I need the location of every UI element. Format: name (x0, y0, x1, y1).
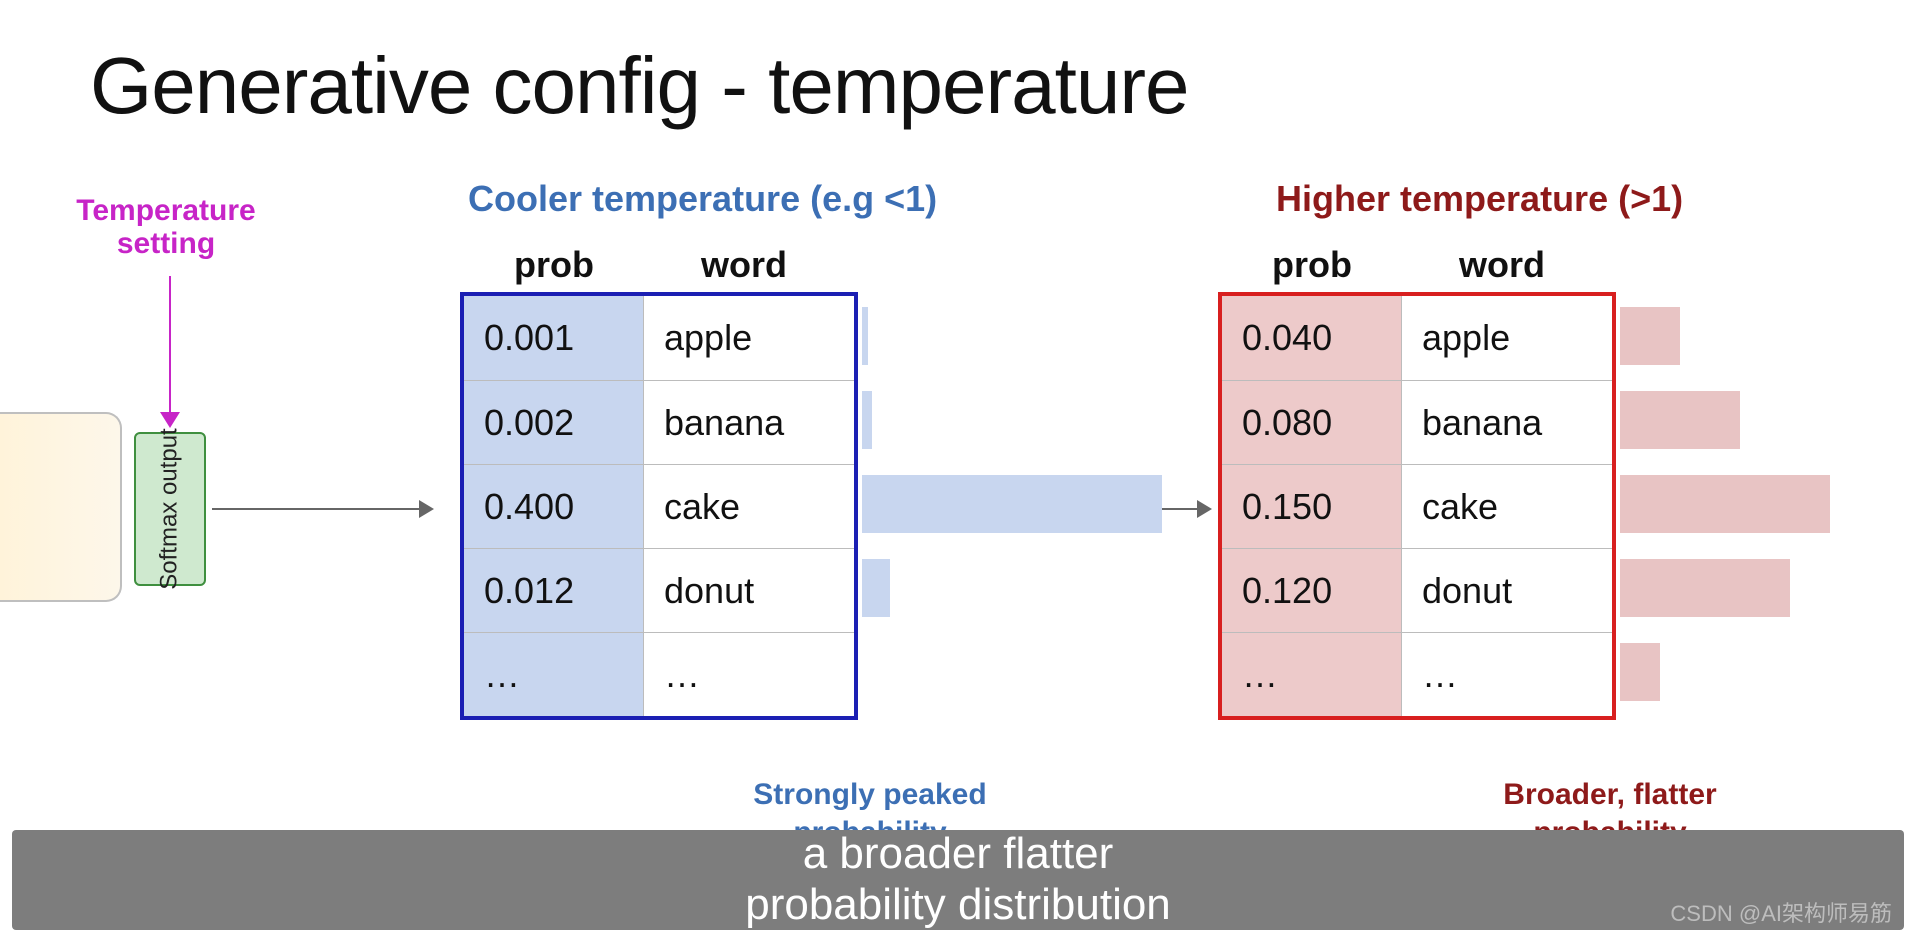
table-row: 0.080banana (1222, 380, 1612, 464)
word-cell: … (1402, 633, 1612, 716)
watermark: CSDN @AI架构师易筋 (1670, 896, 1892, 928)
prob-cell: … (464, 633, 644, 716)
temperature-setting-label: Temperature setting (56, 194, 276, 260)
softmax-output-box: Softmax output (134, 432, 206, 586)
cooler-caption-l1: Strongly peaked (680, 776, 1060, 814)
cooler-table: 0.001apple0.002banana0.400cake0.012donut… (460, 292, 858, 720)
prob-cell: 0.012 (464, 549, 644, 632)
word-cell: apple (1402, 296, 1612, 380)
prob-cell: 0.080 (1222, 381, 1402, 464)
higher-header-prob: prob (1222, 244, 1402, 286)
bar (862, 559, 890, 617)
table-row: 0.001apple (464, 296, 854, 380)
word-cell: banana (644, 381, 854, 464)
cooler-header-prob: prob (464, 244, 644, 286)
table-row: …… (1222, 632, 1612, 716)
bar-row (1620, 546, 1830, 630)
bar (862, 307, 868, 365)
bar (862, 391, 872, 449)
bar (1620, 391, 1740, 449)
cooler-title: Cooler temperature (e.g <1) (468, 178, 937, 220)
bar-row (862, 462, 1162, 546)
word-cell: cake (644, 465, 854, 548)
word-cell: apple (644, 296, 854, 380)
prob-cell: 0.400 (464, 465, 644, 548)
table-row: 0.002banana (464, 380, 854, 464)
prob-cell: 0.002 (464, 381, 644, 464)
bar-row (1620, 378, 1830, 462)
higher-caption-l1: Broader, flatter (1420, 776, 1800, 814)
temp-label-line2: setting (56, 227, 276, 260)
bar (1620, 643, 1660, 701)
arrow-to-higher (1158, 508, 1210, 510)
video-subtitle-text: a broader flatter probability distributi… (745, 829, 1171, 930)
bar-row (862, 546, 1162, 630)
cooler-bars (862, 294, 1162, 714)
bar-row (862, 630, 1162, 714)
word-cell: cake (1402, 465, 1612, 548)
prob-cell: 0.150 (1222, 465, 1402, 548)
temperature-arrow-down (169, 276, 171, 426)
subtitle-line1: a broader flatter (745, 829, 1171, 880)
subtitle-line2: probability distribution (745, 880, 1171, 931)
table-row: 0.040apple (1222, 296, 1612, 380)
cooler-header-word: word (644, 244, 844, 286)
softmax-label: Softmax output (156, 428, 184, 589)
bar-row (1620, 294, 1830, 378)
bar-row (862, 378, 1162, 462)
bar (862, 475, 1162, 533)
bar (1620, 307, 1680, 365)
word-cell: banana (1402, 381, 1612, 464)
higher-table: 0.040apple0.080banana0.150cake0.120donut… (1218, 292, 1616, 720)
model-output-block (0, 412, 122, 602)
higher-header-word: word (1402, 244, 1602, 286)
table-row: …… (464, 632, 854, 716)
arrow-to-cooler (212, 508, 432, 510)
prob-cell: 0.001 (464, 296, 644, 380)
table-row: 0.012donut (464, 548, 854, 632)
word-cell: donut (644, 549, 854, 632)
bar-row (1620, 462, 1830, 546)
prob-cell: … (1222, 633, 1402, 716)
temp-label-line1: Temperature (56, 194, 276, 227)
slide-title: Generative config - temperature (90, 40, 1188, 132)
video-subtitle-bar: a broader flatter probability distributi… (12, 830, 1904, 930)
word-cell: donut (1402, 549, 1612, 632)
bar-row (1620, 630, 1830, 714)
bar (1620, 475, 1830, 533)
higher-headers: prob word (1222, 244, 1602, 286)
higher-bars (1620, 294, 1830, 714)
table-row: 0.120donut (1222, 548, 1612, 632)
higher-title: Higher temperature (>1) (1276, 178, 1683, 220)
table-row: 0.400cake (464, 464, 854, 548)
prob-cell: 0.120 (1222, 549, 1402, 632)
bar-row (862, 294, 1162, 378)
word-cell: … (644, 633, 854, 716)
bar (1620, 559, 1790, 617)
cooler-headers: prob word (464, 244, 844, 286)
table-row: 0.150cake (1222, 464, 1612, 548)
prob-cell: 0.040 (1222, 296, 1402, 380)
